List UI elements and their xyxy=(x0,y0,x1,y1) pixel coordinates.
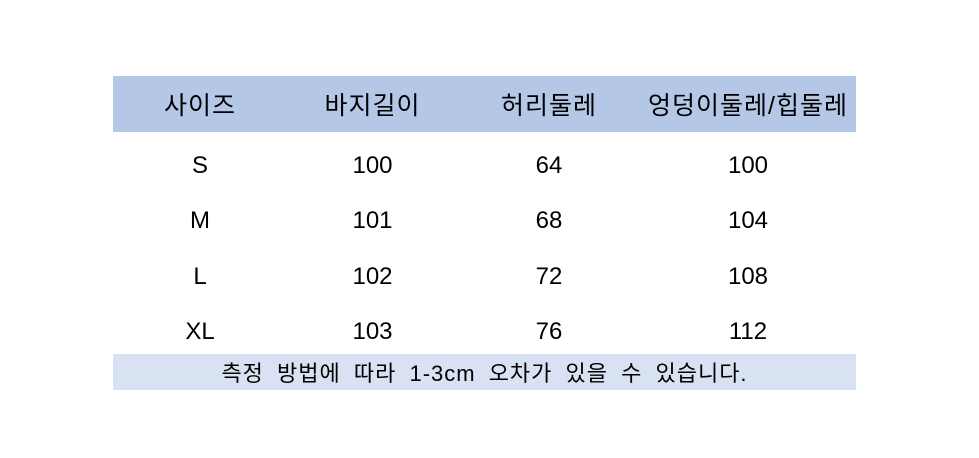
value-cell: 102 xyxy=(352,262,393,290)
header-cell-waist: 허리둘레 xyxy=(500,92,597,120)
table-row: XL 103 76 112 xyxy=(113,299,856,355)
value-cell: 108 xyxy=(727,262,769,290)
header-cell-hip: 엉덩이둘레/힙둘레 xyxy=(648,92,848,120)
size-cell: XL xyxy=(185,318,215,346)
size-cell: S xyxy=(191,151,208,179)
value-cell: 100 xyxy=(727,151,769,179)
value-cell: 101 xyxy=(352,207,393,235)
size-cell: M xyxy=(190,207,210,235)
table-header-row: 사이즈 바지길이 허리둘레 엉덩이둘레/힙둘레 xyxy=(113,76,856,132)
table-row: L 102 72 108 xyxy=(113,243,856,299)
value-cell: 112 xyxy=(728,318,768,346)
value-cell: 72 xyxy=(535,262,563,290)
size-cell: L xyxy=(193,262,207,290)
value-cell: 103 xyxy=(352,318,393,346)
measurement-note-text: 측정 방법에 따라 1-3cm 오차가 있을 수 있습니다. xyxy=(221,361,748,386)
header-cell-size: 사이즈 xyxy=(163,92,236,120)
table-row: S 100 64 100 xyxy=(113,132,856,188)
header-cell-pants-length: 바지길이 xyxy=(324,92,421,120)
size-chart-table: 사이즈 바지길이 허리둘레 엉덩이둘레/힙둘레 S 100 64 100 M 1… xyxy=(113,76,856,390)
table-row: M 101 68 104 xyxy=(113,188,856,244)
value-cell: 76 xyxy=(535,318,563,346)
value-cell: 100 xyxy=(352,151,393,179)
value-cell: 104 xyxy=(727,207,769,235)
measurement-note: 측정 방법에 따라 1-3cm 오차가 있을 수 있습니다. xyxy=(113,354,856,390)
value-cell: 68 xyxy=(535,207,563,235)
value-cell: 64 xyxy=(535,151,563,179)
